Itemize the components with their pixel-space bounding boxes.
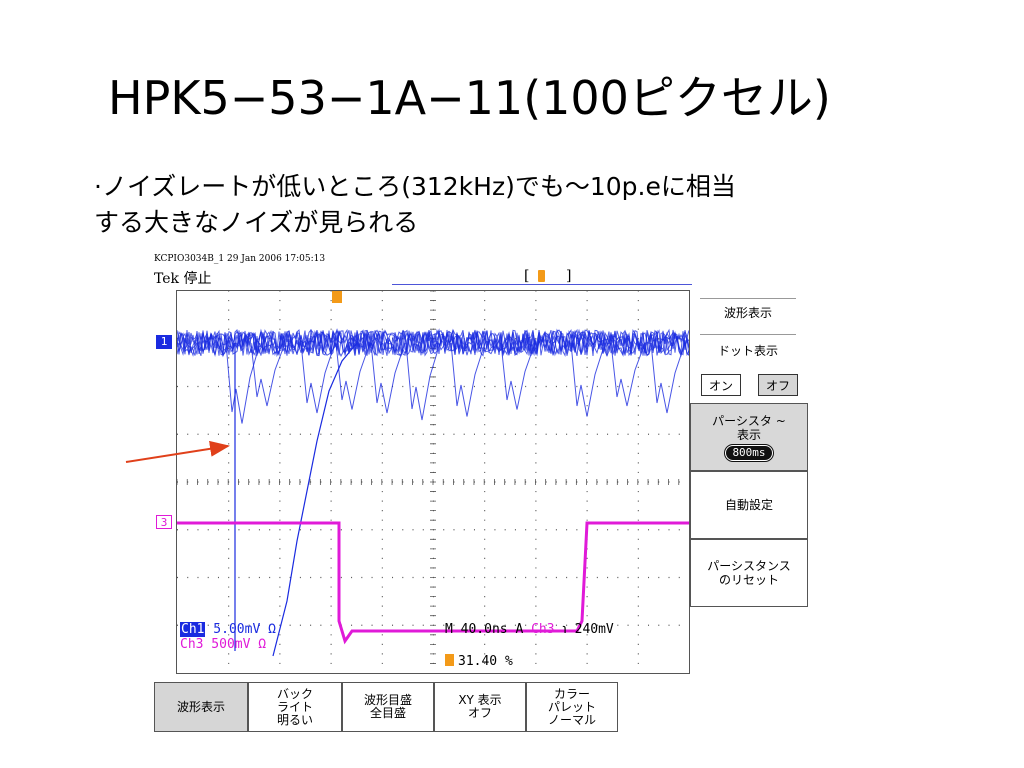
dot-display-on-button[interactable]: オン [701, 374, 741, 396]
ch1-pulse-trace [450, 342, 486, 417]
scope-header: KCPIO3034B_1 29 Jan 2006 17:05:13 Tek 停止… [152, 254, 692, 290]
bottom-label: 波形目盛 [363, 693, 412, 707]
record-bar [392, 284, 692, 285]
trigger-channel: Ch3 [531, 622, 555, 637]
persistence-button[interactable]: パーシスタ ~ 表示 800ms [690, 403, 808, 471]
bottom-label: パレット [547, 699, 596, 714]
ch1-noise-trace [177, 328, 689, 357]
bottom-label: ライト [276, 699, 313, 714]
ch1-pulse-trace [335, 342, 371, 410]
reset-label-2: のリセット [718, 573, 779, 587]
ch3-ground-marker: 3 [156, 515, 172, 529]
bottom-label: 明るい [276, 712, 313, 727]
persistence-value: 800ms [724, 443, 774, 462]
trigger-position-readout: 31.40 % [445, 654, 513, 669]
ch1-name: Ch1 [180, 622, 206, 637]
auto-setup-label: 自動設定 [724, 498, 773, 512]
trigger-icon [445, 654, 454, 666]
ch1-pulse-trace [650, 342, 686, 414]
trigger-position-icon [538, 270, 545, 282]
ch1-pulse-trace [370, 342, 406, 414]
ch1-scale-readout: Ch1 5.00mV Ω [180, 622, 276, 637]
bottom-label: 波形表示 [176, 699, 225, 714]
timebase-readout: M 40.0ns A Ch3 ℩ 240mV [445, 622, 614, 637]
bottom-menu-graticule[interactable]: 波形目盛 全目盛 [342, 682, 434, 732]
bottom-label: カラー [553, 686, 590, 701]
dot-display-label: ドット表示 [717, 344, 778, 358]
scope-status: Tek 停止 [154, 271, 212, 287]
ch3-scale-readout: Ch3 500mV Ω [180, 637, 267, 652]
bullet-line-2: する大きなノイズが見られる [94, 208, 419, 237]
bullet-line-1: ·ノイズレートが低いところ(312kHz)でも〜10p.eに相当 [94, 172, 736, 201]
ch1-recovery-trace [272, 342, 358, 657]
ch1-pulse-trace [405, 342, 441, 421]
dot-display-off-button[interactable]: オフ [758, 374, 798, 396]
ch1-scale: 5.00mV Ω [205, 622, 276, 637]
ch1-pulse-trace [570, 342, 606, 417]
ch1-pulse-trace [225, 342, 261, 424]
bottom-menu-xy-display[interactable]: XY 表示 オフ [434, 682, 526, 732]
ch1-pulse-trace [500, 342, 536, 410]
oscilloscope-screen [176, 290, 690, 674]
auto-setup-button[interactable]: 自動設定 [690, 471, 808, 539]
trigger-level: ℩ 240mV [554, 622, 614, 637]
side-divider-mid [700, 334, 796, 335]
ch3-gate-trace [177, 521, 689, 645]
trigger-bracket-left: [ [524, 268, 530, 284]
ch1-pulse-trace [300, 342, 336, 414]
bottom-menu-waveform-display[interactable]: 波形表示 [154, 682, 248, 732]
bottom-label: オフ [467, 706, 492, 720]
ch1-pulse-trace [610, 342, 646, 407]
reset-persistence-button[interactable]: パーシスタンス のリセット [690, 539, 808, 607]
slide-title: HPK5−53−1A−11(100ピクセル) [108, 71, 831, 125]
persistence-label-2: 表示 [736, 427, 761, 442]
trigger-bracket-right: ] [566, 268, 572, 284]
graticule-center-ticks [177, 291, 680, 664]
ch1-noise-trace [177, 328, 689, 358]
ch1-ground-marker: 1 [156, 335, 172, 349]
side-divider-top [700, 298, 796, 299]
bottom-label: ノーマル [547, 712, 596, 727]
trigger-position: 31.40 % [458, 654, 513, 669]
waveform-display [177, 291, 689, 665]
bottom-menu-color-palette[interactable]: カラー パレット ノーマル [526, 682, 618, 732]
bottom-label: 全目盛 [369, 706, 406, 720]
trigger-time-marker-icon [332, 291, 342, 303]
bottom-menu-backlight[interactable]: バック ライト 明るい [248, 682, 342, 732]
bottom-label: バック [276, 686, 313, 701]
ch1-pulse-trace [250, 342, 286, 407]
persistence-label-1: パーシスタ ~ [712, 413, 786, 428]
arrow-line [125, 440, 230, 463]
reset-label-1: パーシスタンス [707, 559, 791, 573]
bottom-label: XY 表示 [458, 693, 502, 707]
timebase: M 40.0ns A [445, 622, 532, 637]
side-menu-title: 波形表示 [723, 306, 772, 320]
scope-timestamp: KCPIO3034B_1 29 Jan 2006 17:05:13 [154, 254, 326, 264]
